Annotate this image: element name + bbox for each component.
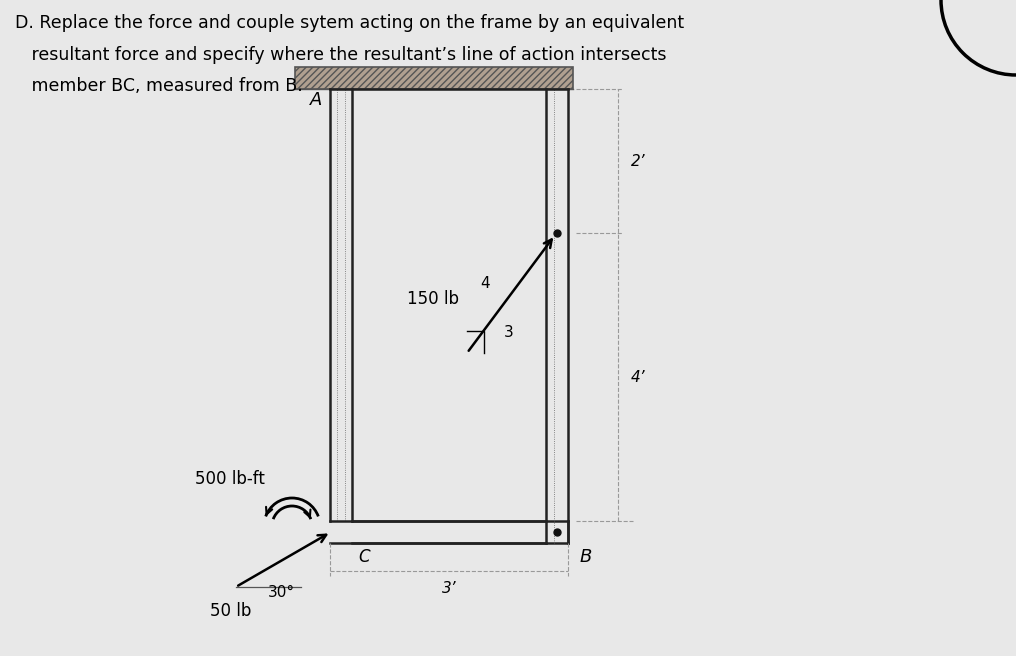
Text: C: C <box>358 548 370 566</box>
Text: D. Replace the force and couple sytem acting on the frame by an equivalent: D. Replace the force and couple sytem ac… <box>15 14 684 32</box>
Text: 3: 3 <box>504 325 513 340</box>
Bar <box>295 67 573 89</box>
Text: 4’: 4’ <box>631 369 645 384</box>
Text: resultant force and specify where the resultant’s line of action intersects: resultant force and specify where the re… <box>15 46 666 64</box>
Text: 30°: 30° <box>268 585 295 600</box>
Text: 50 lb: 50 lb <box>210 602 251 620</box>
Text: 500 lb-ft: 500 lb-ft <box>195 470 265 488</box>
Text: 2’: 2’ <box>631 154 645 169</box>
Text: B: B <box>580 548 592 566</box>
Text: 4: 4 <box>480 276 490 291</box>
Text: A: A <box>310 91 322 109</box>
Text: 3’: 3’ <box>442 581 456 596</box>
Text: member BC, measured from B.: member BC, measured from B. <box>15 77 303 95</box>
Text: 150 lb: 150 lb <box>407 290 459 308</box>
